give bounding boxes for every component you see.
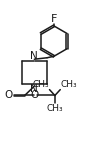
Text: CH₃: CH₃ bbox=[32, 80, 49, 89]
Text: N: N bbox=[30, 51, 38, 61]
Text: N: N bbox=[30, 84, 38, 94]
Text: CH₃: CH₃ bbox=[61, 80, 77, 89]
Text: CH₃: CH₃ bbox=[47, 104, 63, 113]
Text: F: F bbox=[51, 14, 57, 24]
Text: O: O bbox=[4, 91, 13, 101]
Text: O: O bbox=[31, 91, 39, 101]
